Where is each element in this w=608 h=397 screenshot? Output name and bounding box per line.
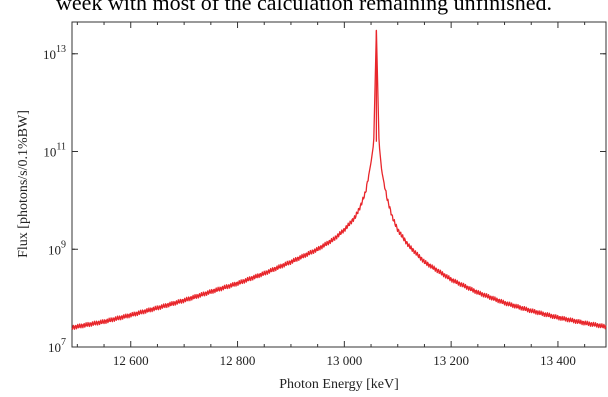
- x-tick-label: 12 800: [220, 353, 256, 368]
- y-tick-label: 1011: [43, 142, 66, 160]
- y-tick-label: 1013: [43, 44, 66, 62]
- x-tick-label: 13 400: [540, 353, 576, 368]
- x-tick-label: 13 000: [326, 353, 362, 368]
- x-axis-title: Photon Energy [keV]: [279, 377, 399, 392]
- y-tick-label: 109: [48, 239, 66, 257]
- series-layer: [71, 29, 607, 330]
- y-tick-label: 107: [48, 337, 66, 355]
- y-tick-base: 10: [43, 47, 56, 62]
- x-tick-label: 12 600: [113, 353, 149, 368]
- x-tick-label: 13 200: [433, 353, 469, 368]
- x-axis-ticks: 12 600 12 800 13 000 13 200 13 400: [76, 22, 586, 368]
- y-tick-exponent: 9: [61, 239, 66, 250]
- y-tick-base: 10: [48, 242, 61, 257]
- plot-frame: [71, 21, 607, 348]
- y-tick-exponent: 13: [56, 44, 66, 55]
- y-axis-title: Flux [photons/s/0.1%BW]: [16, 110, 31, 258]
- y-tick-base: 10: [48, 340, 61, 355]
- y-tick-exponent: 11: [56, 142, 66, 153]
- caption-text: week with most of the calculation remain…: [55, 0, 553, 15]
- y-tick-exponent: 7: [61, 337, 66, 348]
- series-line-0: [71, 29, 607, 330]
- y-tick-base: 10: [43, 145, 56, 160]
